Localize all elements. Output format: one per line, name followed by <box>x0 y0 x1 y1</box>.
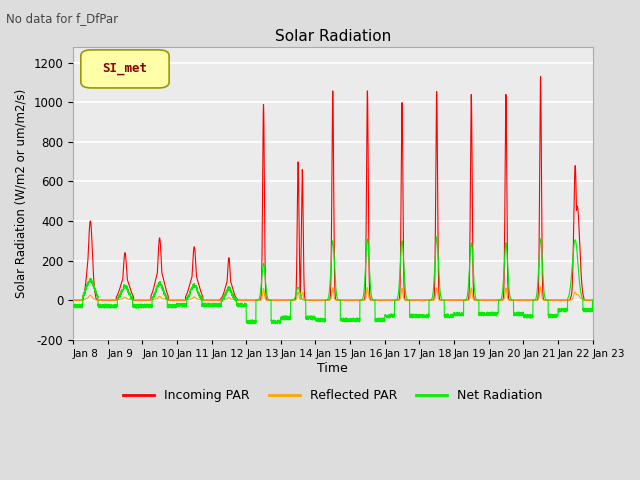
X-axis label: Time: Time <box>317 361 348 374</box>
Text: SI_met: SI_met <box>102 62 147 75</box>
FancyBboxPatch shape <box>81 50 169 88</box>
Legend: Incoming PAR, Reflected PAR, Net Radiation: Incoming PAR, Reflected PAR, Net Radiati… <box>118 384 548 407</box>
Title: Solar Radiation: Solar Radiation <box>275 29 391 44</box>
Text: No data for f_DfPar: No data for f_DfPar <box>6 12 118 25</box>
Y-axis label: Solar Radiation (W/m2 or um/m2/s): Solar Radiation (W/m2 or um/m2/s) <box>15 89 28 298</box>
